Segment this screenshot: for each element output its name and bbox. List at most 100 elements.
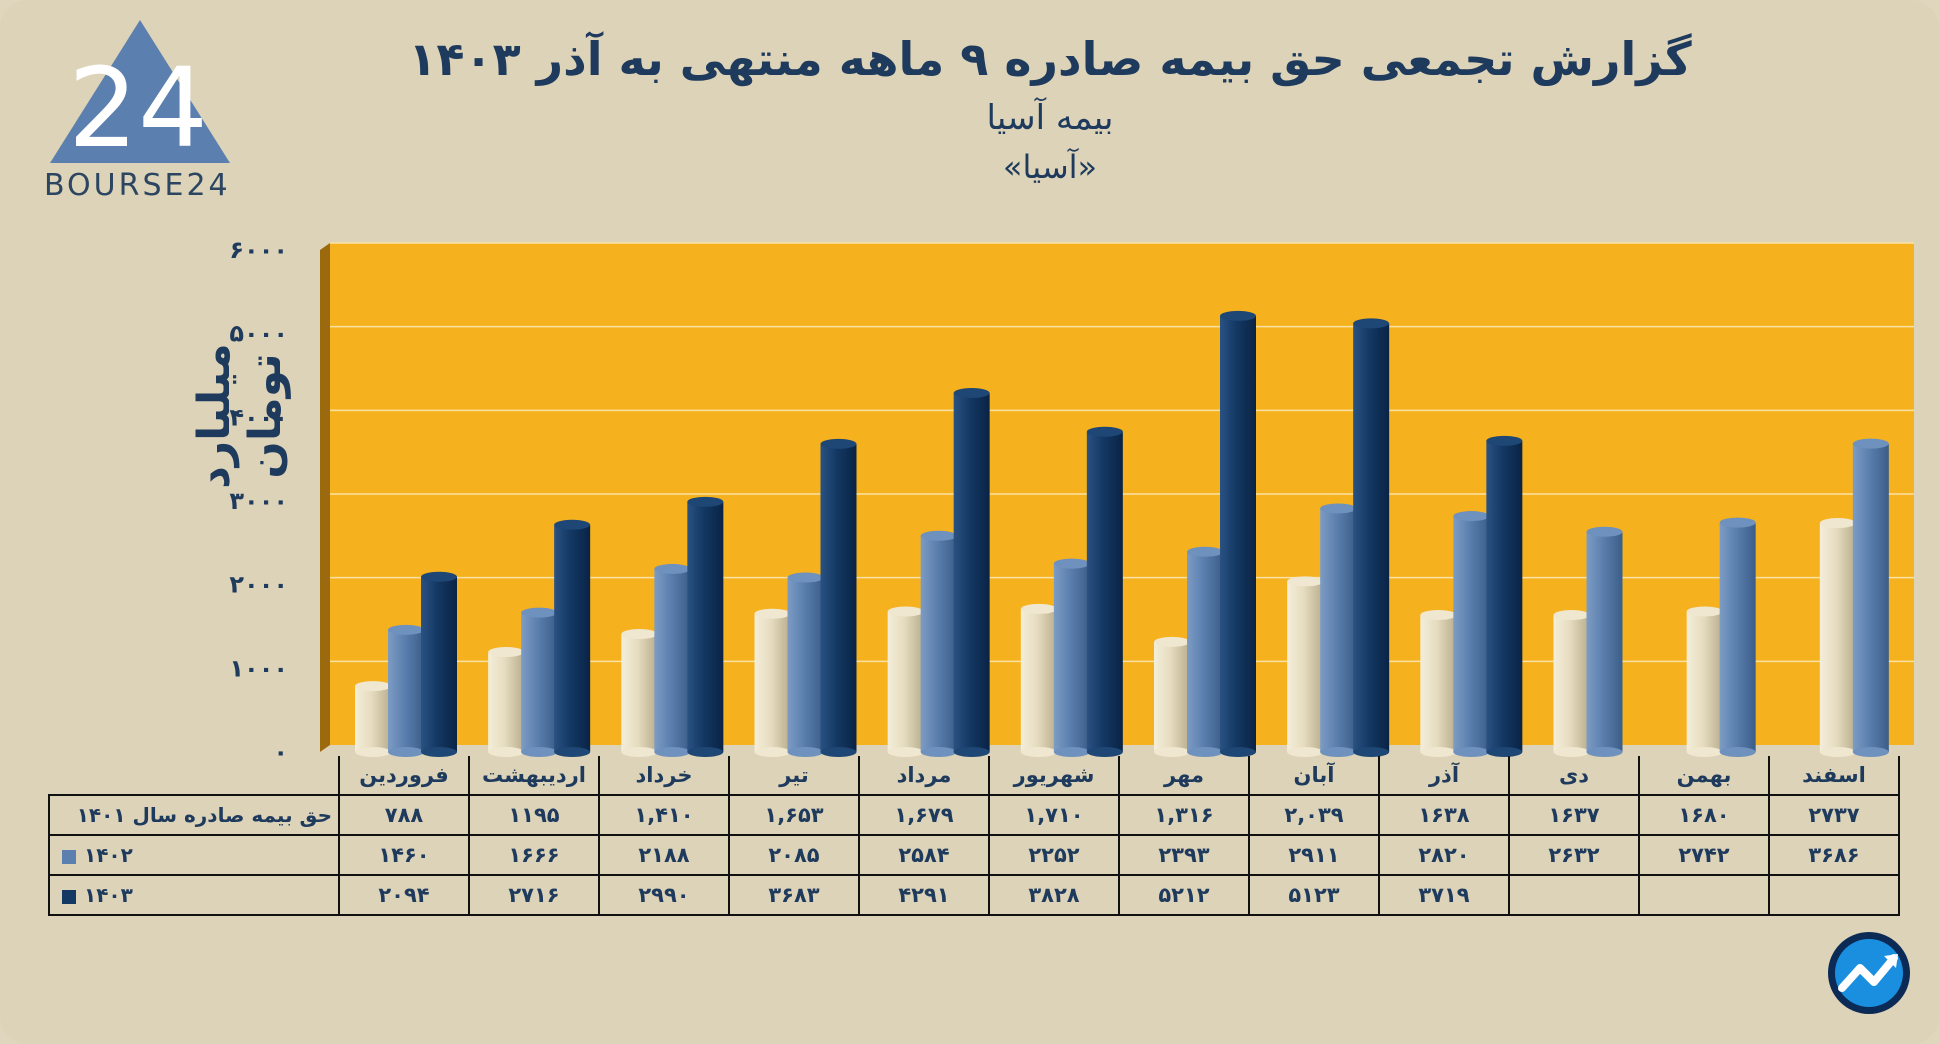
bar-base <box>1852 747 1889 757</box>
bar-base <box>654 747 691 757</box>
bar <box>621 629 658 757</box>
month-header: مرداد <box>858 756 990 796</box>
table-cell: ۳۸۲۸ <box>988 874 1120 916</box>
bar-cap <box>521 607 558 618</box>
bar-cap <box>887 606 924 617</box>
table-header-row: فروردین اردیبهشت خرداد تیر مرداد شهریور … <box>49 756 1900 796</box>
bar-cap <box>1086 426 1123 437</box>
table-cell <box>1508 874 1640 916</box>
y-tick-label: ۱۰۰۰ <box>229 654 288 682</box>
y-tick-label: ۵۰۰۰ <box>229 320 288 348</box>
table-cell: ۲۷۱۶ <box>468 874 600 916</box>
bar-cap <box>1287 576 1324 587</box>
bar-base <box>887 747 924 757</box>
legend-swatch-1402 <box>62 849 76 864</box>
bar-base <box>754 747 791 757</box>
table-cell: ۱۶۳۸ <box>1378 794 1510 836</box>
bar-base <box>787 747 824 757</box>
bar-body <box>654 568 691 752</box>
bar-body <box>1287 581 1324 752</box>
table-cell: ۱۱۹۵ <box>468 794 600 836</box>
bar <box>754 608 791 757</box>
bar-chart: ۰ ۱۰۰۰ ۲۰۰۰ ۳۰۰۰ ۴۰۰۰ ۵۰۰۰ ۶۰۰۰ <box>229 236 1914 760</box>
bar-body <box>953 392 990 752</box>
bar-base <box>554 747 591 757</box>
bar-cap <box>488 647 525 658</box>
bar-cap <box>953 387 990 398</box>
bar-cap <box>1353 318 1390 329</box>
chart-subtitle: بیمه آسیا <box>986 98 1114 138</box>
month-header: مهر <box>1118 756 1250 796</box>
bar <box>388 624 424 757</box>
bar-cap <box>388 624 424 635</box>
month-header: شهریور <box>988 756 1120 796</box>
bar <box>1187 546 1223 757</box>
bar-body <box>488 652 525 752</box>
bar-base <box>621 747 658 757</box>
table-cell: ۲۵۸۴ <box>858 834 990 876</box>
bar <box>1453 511 1490 757</box>
bar-body <box>1020 608 1057 752</box>
bar-cap <box>1053 558 1090 569</box>
bar-body <box>1154 641 1190 752</box>
bar-base <box>1086 747 1123 757</box>
y-axis-ticks: ۰ ۱۰۰۰ ۲۰۰۰ ۳۰۰۰ ۴۰۰۰ ۵۰۰۰ ۶۰۰۰ <box>229 236 288 760</box>
bar-cap <box>1719 517 1756 528</box>
table-cell: ۲۲۵۲ <box>988 834 1120 876</box>
bar-cap <box>754 608 791 619</box>
table-cell: ۵۲۱۲ <box>1118 874 1250 916</box>
bar-base <box>1553 747 1590 757</box>
bar-base <box>1353 747 1390 757</box>
bar-base <box>820 747 857 757</box>
bar-body <box>1852 443 1889 752</box>
month-header: دی <box>1508 756 1640 796</box>
bar <box>953 387 990 757</box>
bar-base <box>1586 747 1623 757</box>
bar-body <box>621 634 658 752</box>
plot-side-wall <box>320 243 330 752</box>
bar-base <box>1453 747 1490 757</box>
bar-base <box>421 747 457 757</box>
table-cell: ۱۴۶۰ <box>338 834 470 876</box>
table-cell: ۳۶۸۳ <box>728 874 860 916</box>
bar <box>1852 438 1889 757</box>
table-cell: ۷۸۸ <box>338 794 470 836</box>
table-cell: ۲۱۸۸ <box>598 834 730 876</box>
bar-cap <box>1154 636 1190 647</box>
bar-base <box>388 747 424 757</box>
bar-base <box>1320 747 1357 757</box>
table-cell: ۲۰۸۵ <box>728 834 860 876</box>
bar-body <box>421 576 457 752</box>
bar <box>1586 526 1623 757</box>
table-cell: ۲,۰۳۹ <box>1248 794 1380 836</box>
bar-base <box>1053 747 1090 757</box>
bar <box>1053 558 1090 757</box>
bar <box>521 607 558 757</box>
bar <box>1320 503 1357 757</box>
bar-base <box>488 747 525 757</box>
bar-cap <box>554 519 591 530</box>
table-cell: ۲۷۴۲ <box>1638 834 1770 876</box>
y-tick-label: ۶۰۰۰ <box>229 236 288 264</box>
bar-base <box>1719 747 1756 757</box>
table-cell: ۱۶۸۰ <box>1638 794 1770 836</box>
table-cell: ۲۷۳۷ <box>1768 794 1900 836</box>
month-header: تیر <box>728 756 860 796</box>
table-cell: ۲۰۹۴ <box>338 874 470 916</box>
bar-body <box>388 629 424 752</box>
bar <box>1287 576 1324 757</box>
bar-body <box>754 613 791 752</box>
table-row-1402: ۱۴۰۲ ۱۴۶۰ ۱۶۶۶ ۲۱۸۸ ۲۰۸۵ ۲۵۸۴ ۲۲۵۲ ۲۳۹۳ … <box>48 834 1900 876</box>
bar-body <box>355 686 391 752</box>
month-header: اسفند <box>1768 756 1900 796</box>
month-header: خرداد <box>598 756 730 796</box>
y-tick-label: ۲۰۰۰ <box>229 571 288 599</box>
month-header: آبان <box>1248 756 1380 796</box>
table-cell: ۲۹۹۰ <box>598 874 730 916</box>
bar-body <box>1553 615 1590 752</box>
bourse24-logo: 24 <box>50 20 230 172</box>
bar-cap <box>687 496 724 507</box>
bar-cap <box>1686 606 1723 617</box>
bar-base <box>1819 747 1856 757</box>
month-header: آذر <box>1378 756 1510 796</box>
